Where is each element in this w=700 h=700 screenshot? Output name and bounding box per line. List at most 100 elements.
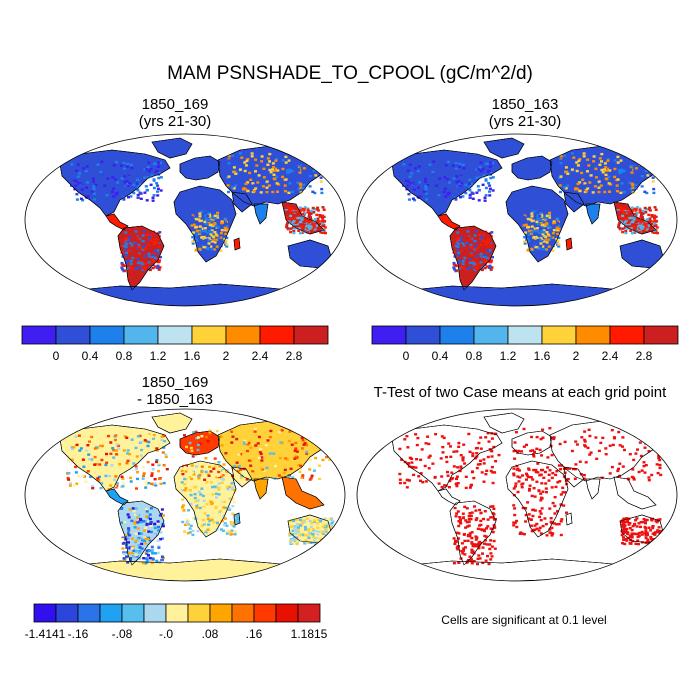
grid-cell-tropicsAmerica	[146, 256, 149, 260]
grid-cell-northAm	[155, 459, 159, 462]
grid-cell-tropicsAsia	[316, 217, 320, 220]
grid-cell-africaCentral	[555, 237, 559, 241]
grid-cell-tropicsAmerica	[469, 245, 473, 249]
grid-cell-eurasia	[550, 476, 554, 480]
grid-cell-tropicsAmerica	[490, 243, 493, 247]
grid-cell-northAm	[424, 185, 428, 188]
grid-cell-southAm	[454, 539, 457, 543]
grid-cell-africaCentral	[209, 245, 213, 248]
grid-cell-northAm	[98, 463, 102, 466]
grid-cell-southAm	[485, 543, 489, 546]
colorbar-label: -.16	[68, 627, 89, 641]
grid-cell-asiaNorth	[232, 187, 236, 190]
grid-cell-africaCentral	[221, 239, 225, 242]
grid-cell-northAm	[482, 480, 486, 483]
grid-cell-northAm	[121, 485, 125, 488]
grid-cell-asiaNorth	[575, 161, 579, 164]
grid-cell-tropicsAsia	[321, 214, 325, 217]
grid-cell-asiaNorth	[628, 170, 632, 174]
grid-cell-africaCentral	[523, 242, 527, 245]
grid-cell-tropicsAmerica	[136, 261, 140, 265]
grid-cell-africa	[543, 517, 547, 520]
grid-cell-africa	[520, 486, 524, 489]
grid-cell-northAm	[444, 484, 448, 487]
grid-cell-africaCentral	[539, 242, 543, 245]
grid-cell-australia	[309, 541, 313, 544]
grid-cell-tropicsAsia	[300, 218, 304, 221]
grid-cell-asiaNorth	[587, 164, 591, 167]
grid-cell-northAm	[161, 451, 165, 454]
grid-cell-northAm	[444, 164, 448, 167]
grid-cell-africa	[527, 489, 531, 492]
grid-cell-northAm	[155, 447, 159, 450]
grid-cell-tropicsAsia	[653, 222, 657, 225]
grid-cell-northAm	[427, 467, 431, 470]
grid-cell-africa	[555, 470, 559, 473]
grid-cell-northAm	[458, 182, 462, 185]
grid-cell-northAm	[136, 477, 139, 481]
grid-cell-tropicsAsia	[622, 217, 626, 220]
grid-cell-northAm	[457, 165, 461, 168]
grid-cell-africaCentral	[214, 233, 218, 236]
grid-cell-tropicsAmerica	[136, 250, 140, 253]
grid-cell-africaCentral	[225, 243, 229, 246]
grid-cell-northAm	[132, 451, 136, 454]
grid-cell-tropicsAmerica	[479, 261, 483, 264]
grid-cell-northAm	[469, 484, 473, 487]
grid-cell-eurasia	[287, 439, 291, 443]
grid-cell-northAm	[416, 170, 420, 173]
grid-cell-tropicsAmerica	[473, 261, 477, 264]
grid-cell-australia	[649, 529, 653, 532]
grid-cell-tropicsAsia	[306, 208, 310, 212]
grid-cell-tropicsAsia	[619, 227, 623, 231]
grid-cell-northAm	[454, 198, 458, 201]
grid-cell-southAm	[463, 539, 467, 543]
grid-cell-eurasia	[583, 444, 587, 447]
grid-cell-africa	[541, 490, 545, 493]
grid-cell-northAm	[485, 469, 489, 472]
panel1-title-line1: 1850_169	[141, 96, 209, 113]
grid-cell-tropicsAsia	[294, 225, 298, 228]
grid-cell-northAm	[477, 199, 481, 202]
grid-cell-asiaNorth	[272, 177, 276, 180]
grid-cell-asiaNorth	[603, 168, 606, 171]
grid-cell-northAm	[157, 463, 161, 467]
grid-cell-northAm	[138, 191, 142, 194]
grid-cell-australia	[654, 531, 657, 534]
grid-cell-asiaNorth	[265, 190, 269, 194]
grid-cell-tropicsAsia	[632, 218, 636, 221]
grid-cell-tropicsAsia	[316, 209, 320, 212]
grid-cell-eurasia	[236, 465, 239, 468]
grid-cell-asiaNorth	[302, 167, 306, 170]
grid-cell-southAm	[145, 510, 149, 513]
grid-cell-northAm	[423, 464, 427, 468]
grid-cell-africaCentral	[224, 232, 228, 236]
grid-cell-asiaNorth	[304, 152, 308, 155]
grid-cell-northAm	[155, 449, 159, 452]
grid-cell-northAm	[415, 458, 419, 461]
grid-cell-northAm	[125, 186, 129, 189]
grid-cell-tropicsAsia	[319, 228, 323, 231]
grid-cell-africa	[538, 510, 542, 513]
grid-cell-asiaNorth	[565, 170, 569, 173]
grid-cell-tropicsAsia	[628, 213, 632, 216]
grid-cell-southAm	[481, 546, 485, 549]
grid-cell-southAm	[468, 535, 472, 538]
grid-cell-northAm	[445, 178, 449, 181]
grid-cell-northAm	[487, 169, 491, 173]
grid-cell-southAm	[486, 554, 489, 558]
colorbar-box	[231, 603, 255, 623]
grid-cell-eurasia	[655, 463, 659, 466]
grid-cell-asiaNorth	[652, 191, 656, 195]
grid-cell-southAm	[129, 557, 133, 560]
grid-cell-northAm	[74, 180, 78, 183]
grid-cell-africa	[208, 530, 212, 533]
grid-cell-tropicsAmerica	[470, 266, 474, 269]
grid-cell-africa	[195, 506, 199, 509]
grid-cell-tropicsAsia	[618, 221, 622, 224]
grid-cell-tropicsAmerica	[484, 240, 488, 244]
grid-cell-southAm	[456, 537, 460, 540]
grid-cell-africa	[188, 475, 192, 478]
grid-cell-northAm	[114, 475, 118, 478]
grid-cell-eurasia	[265, 466, 269, 470]
